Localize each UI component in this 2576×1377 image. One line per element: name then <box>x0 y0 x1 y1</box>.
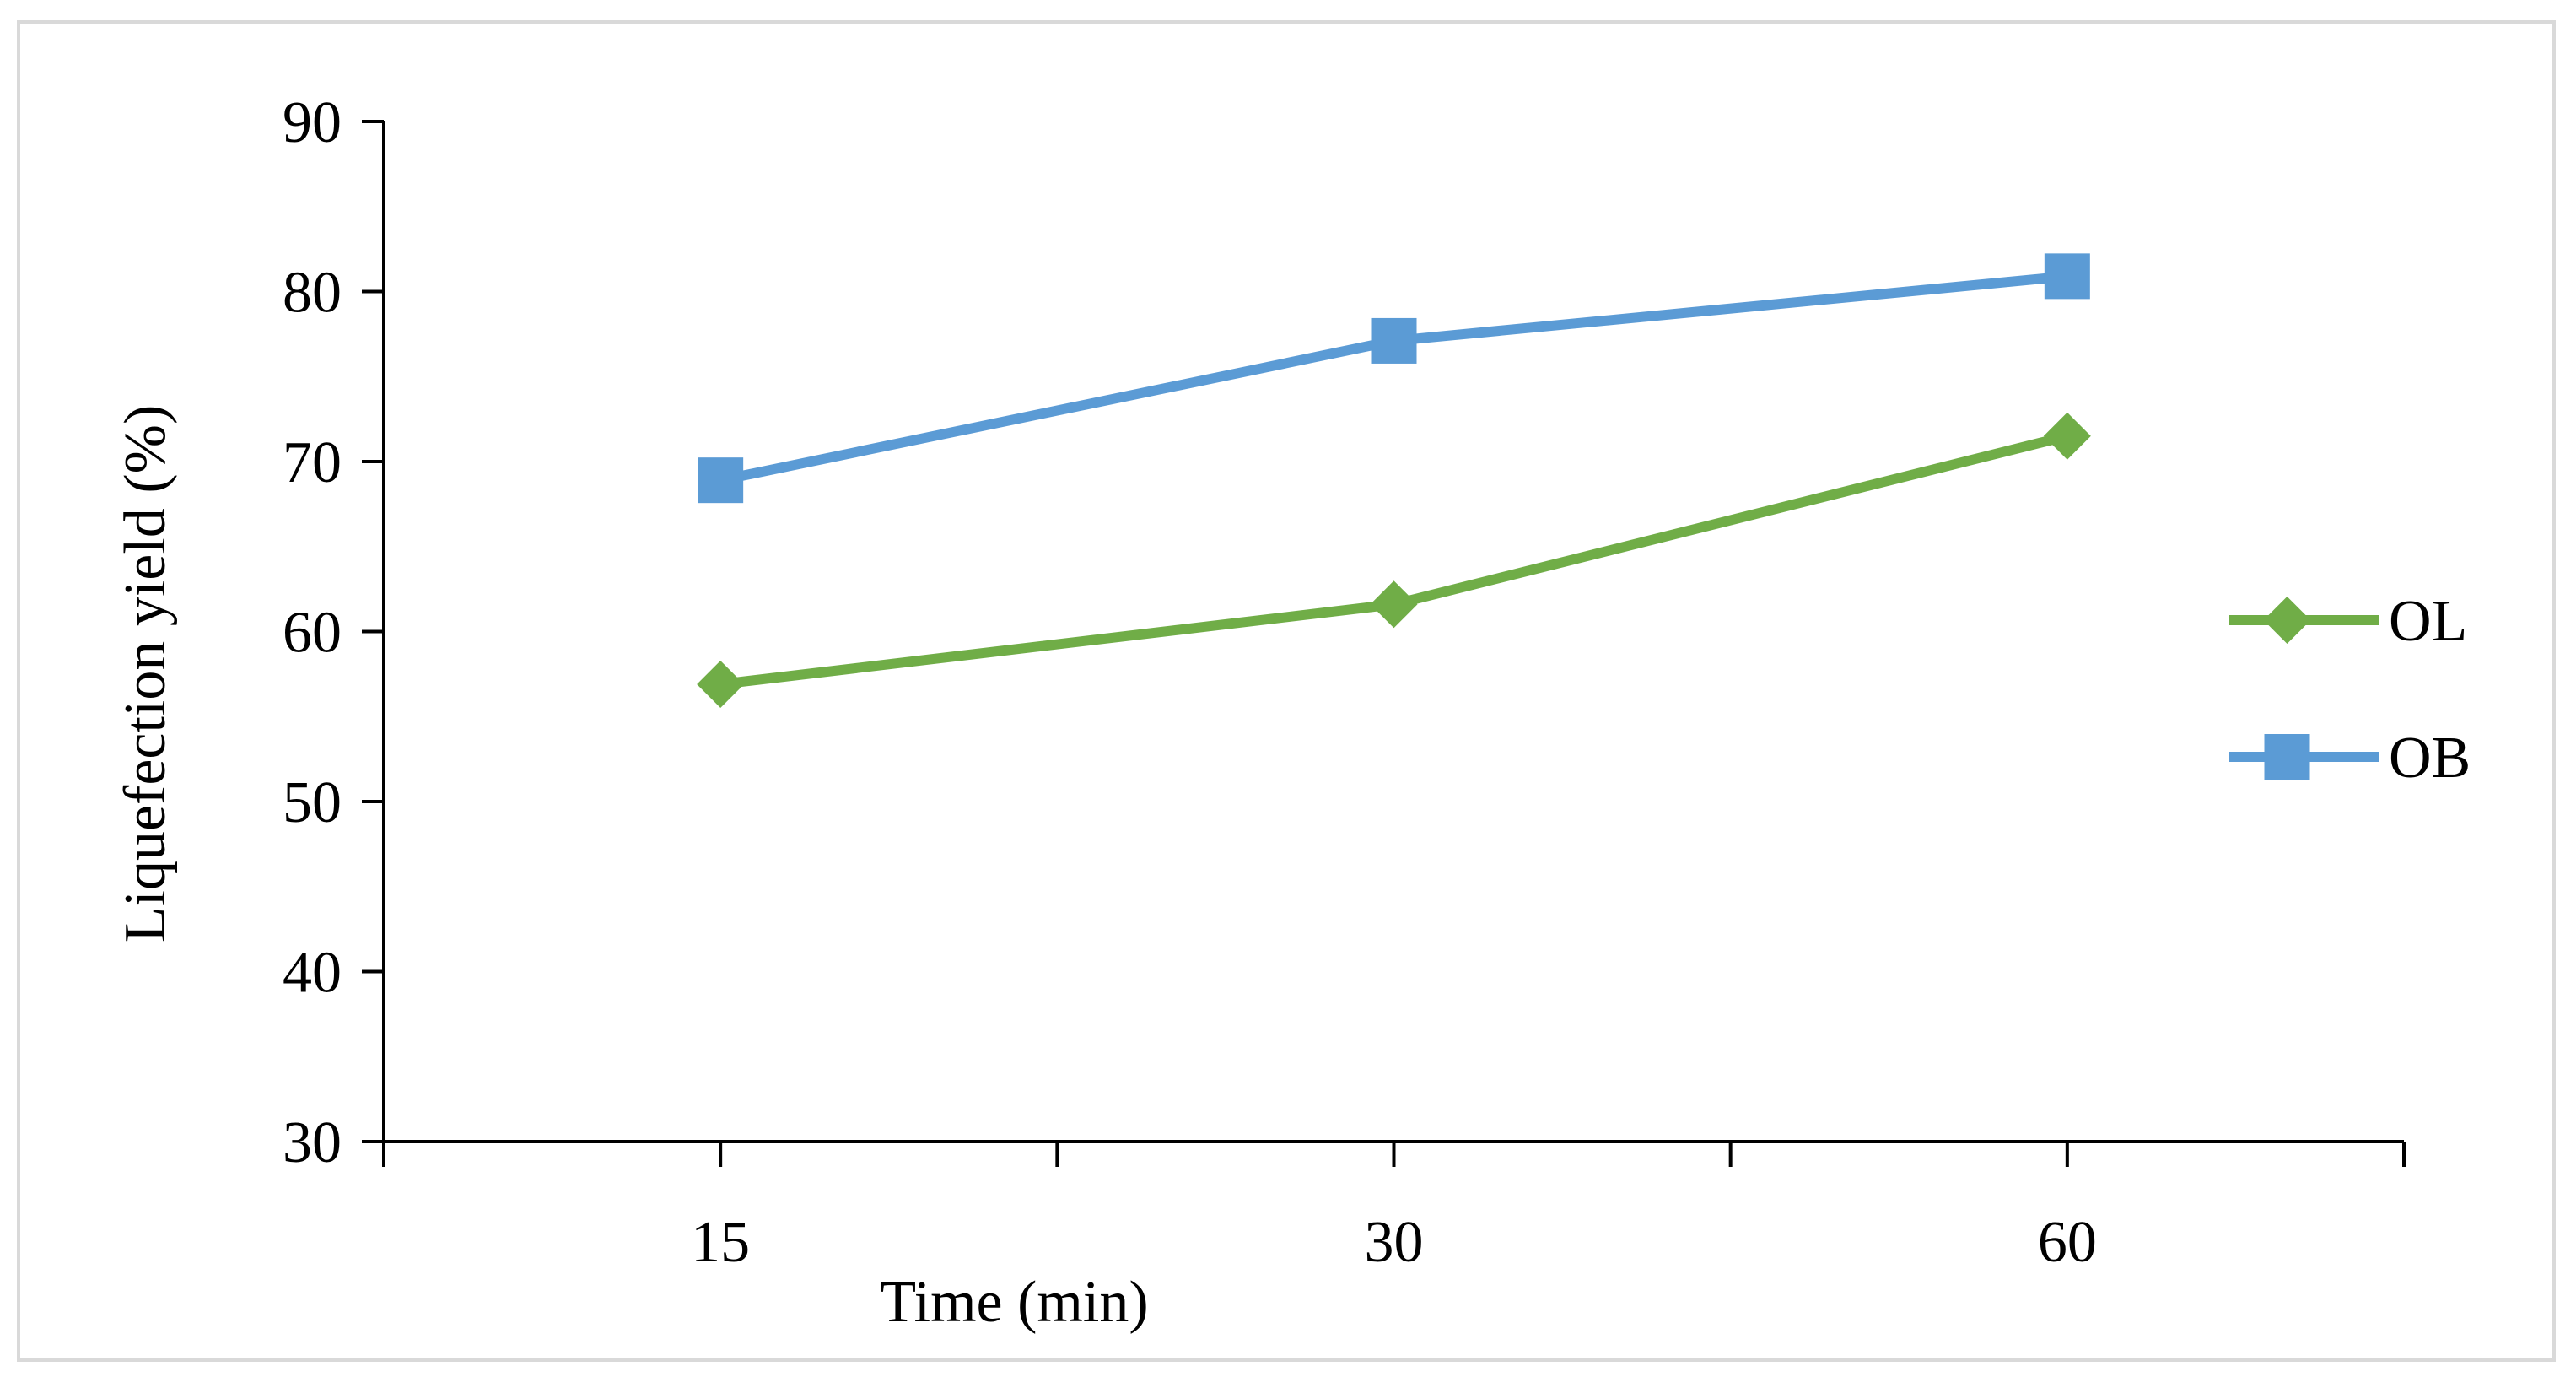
y-axis-title: Liquefection yield (%) <box>113 405 178 943</box>
y-tick-label: 90 <box>283 90 342 155</box>
legend: OL OB <box>2229 589 2471 791</box>
data-point-ol <box>2043 412 2091 460</box>
x-tick-label: 30 <box>1365 1210 1424 1275</box>
series-line-ob <box>719 271 2068 486</box>
y-tick-label: 30 <box>283 1110 342 1175</box>
data-point-ol <box>1370 580 1418 629</box>
data-point-ol <box>697 660 745 708</box>
y-tick-label: 70 <box>283 430 342 495</box>
series-line-ol <box>719 430 2069 689</box>
x-tick-label: 60 <box>2038 1210 2097 1275</box>
data-point-ob <box>1371 317 1417 364</box>
legend-label-ol: OL <box>2389 589 2467 654</box>
legend-label-ob: OB <box>2389 726 2471 791</box>
y-tick-label: 80 <box>283 261 342 326</box>
x-tick-label: 15 <box>691 1210 750 1275</box>
series-layer <box>697 253 2091 708</box>
y-tick-label: 50 <box>283 770 342 835</box>
y-tick-label: 40 <box>283 941 342 1006</box>
legend-marker-ob <box>2264 734 2310 780</box>
data-point-ob <box>698 457 744 504</box>
axes-layer: 30 40 50 60 70 80 90 15 30 60 <box>283 90 2406 1275</box>
chart-frame <box>17 20 2556 1362</box>
y-tick-label: 60 <box>283 601 342 666</box>
data-point-ob <box>2044 253 2090 300</box>
legend-marker-ol <box>2263 597 2311 644</box>
x-axis-title: Time (min) <box>880 1270 1148 1335</box>
